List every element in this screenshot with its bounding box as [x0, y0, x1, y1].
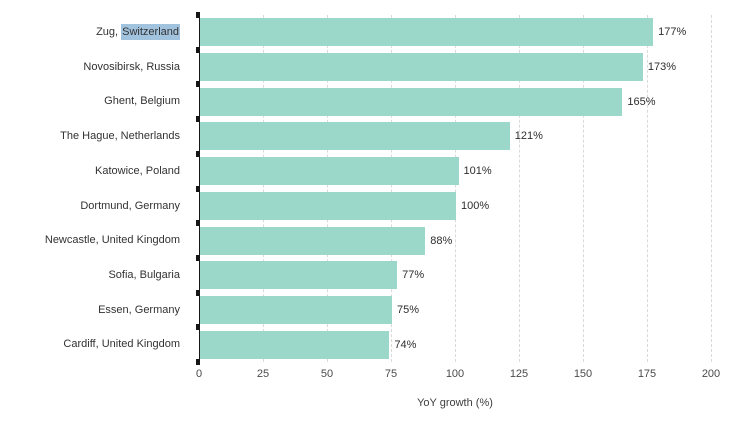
- y-axis-tick: [196, 12, 200, 18]
- bar-value-label: 101%: [463, 165, 492, 178]
- selected-text-highlight: Switzerland: [121, 24, 180, 40]
- y-axis-tick: [196, 150, 200, 157]
- bar-value-label: 173%: [647, 61, 677, 74]
- x-tick-label: 0: [195, 368, 203, 380]
- category-label: Essen, Germany: [98, 303, 180, 316]
- gridline: [583, 15, 584, 362]
- bar: [200, 157, 459, 186]
- y-axis-tick: [196, 220, 200, 227]
- gridline: [327, 15, 328, 362]
- category-label: Newcastle, United Kingdom: [44, 234, 180, 247]
- bar: [200, 18, 654, 47]
- y-axis-tick: [196, 185, 200, 192]
- bar-value-label: 165%: [627, 95, 656, 108]
- x-tick-label: 175: [637, 368, 657, 380]
- bar-value-label: 100%: [461, 199, 490, 212]
- bar-value-label: 121%: [514, 130, 543, 143]
- y-axis-tick: [196, 81, 200, 88]
- y-axis-tick: [196, 324, 200, 331]
- category-label-prefix: Zug,: [96, 26, 122, 38]
- y-axis-tick: [196, 359, 200, 365]
- x-tick-label: 125: [509, 368, 529, 380]
- bar: [200, 226, 426, 255]
- category-label: Cardiff, United Kingdom: [63, 338, 180, 351]
- x-tick-label: 25: [256, 368, 270, 380]
- bar-value-label: 88%: [430, 234, 453, 247]
- gridline: [519, 15, 520, 362]
- y-axis-tick: [196, 46, 200, 53]
- x-tick-label: 200: [701, 368, 721, 380]
- gridline: [647, 15, 648, 362]
- bar-value-label: 77%: [402, 269, 425, 282]
- bar: [200, 122, 510, 151]
- x-tick-label: 100: [445, 368, 465, 380]
- bar: [200, 87, 623, 116]
- y-axis-tick: [196, 116, 200, 123]
- bar: [200, 53, 643, 82]
- category-label: Zug, Switzerland: [0, 15, 180, 50]
- bar-value-label: 74%: [394, 338, 417, 351]
- x-tick-label: 50: [320, 368, 334, 380]
- category-label: Katowice, Poland: [95, 164, 180, 177]
- category-label: Dortmund, Germany: [80, 199, 180, 212]
- bar: [200, 261, 398, 290]
- category-label: The Hague, Netherlands: [60, 130, 180, 143]
- x-tick-label: 75: [384, 368, 398, 380]
- gridline: [711, 15, 712, 362]
- category-label: Sofia, Bulgaria: [108, 268, 180, 281]
- x-axis-title: YoY growth (%): [417, 397, 493, 409]
- bar-value-label: 75%: [397, 303, 420, 316]
- y-axis-tick: [196, 289, 200, 296]
- plot-area: 177% 173% 165% 121% 101% 100% 88% 77% 75% 74%: [196, 12, 729, 365]
- gridline: [455, 15, 456, 362]
- bar-value-label: 177%: [658, 26, 687, 39]
- gridline: [391, 15, 392, 362]
- gridline: [263, 15, 264, 362]
- category-label: Ghent, Belgium: [104, 95, 180, 108]
- bar: [200, 191, 456, 220]
- x-tick-label: 150: [573, 368, 593, 380]
- category-label: Novosibirsk, Russia: [83, 60, 180, 73]
- bar: [200, 295, 392, 324]
- bar: [200, 330, 390, 359]
- y-axis-tick: [196, 254, 200, 261]
